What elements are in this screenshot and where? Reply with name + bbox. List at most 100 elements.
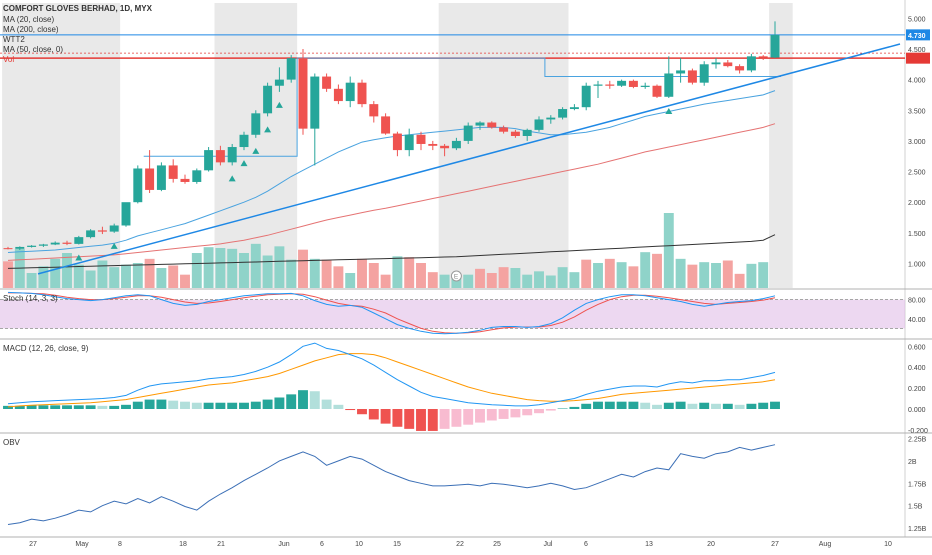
macd-histogram-bar xyxy=(498,409,509,419)
volume-bar xyxy=(463,274,474,288)
volume-bar xyxy=(616,262,627,288)
macd-histogram-bar xyxy=(569,406,580,409)
volume-bar xyxy=(215,248,226,288)
price-tick-label: 4.500 xyxy=(908,47,926,54)
macd-histogram-bar xyxy=(593,401,603,409)
volume-bar xyxy=(345,273,356,288)
candle-body xyxy=(298,58,308,129)
price-tick-label: 5.000 xyxy=(908,16,926,23)
candle-body xyxy=(204,150,214,171)
support-price-box xyxy=(906,52,930,64)
time-axis-label: 18 xyxy=(179,541,187,548)
volume-bar xyxy=(427,272,438,288)
volume-bar xyxy=(156,268,167,288)
stoch-k-line xyxy=(7,291,776,335)
volume-bar xyxy=(73,264,84,288)
volume-bar xyxy=(357,258,367,288)
candle-body xyxy=(97,230,107,232)
legend-ma200[interactable]: MA (200, close) xyxy=(3,25,59,34)
volume-bar xyxy=(191,253,202,288)
macd-histogram-bar xyxy=(168,400,179,409)
price-tick-label: 2.500 xyxy=(908,170,926,177)
macd-histogram-bar xyxy=(321,399,332,409)
candle-body xyxy=(546,117,556,120)
macd-histogram-bar xyxy=(121,404,131,409)
earnings-marker: E xyxy=(454,274,459,281)
macd-histogram-bar xyxy=(62,405,72,409)
macd-histogram-bar xyxy=(309,391,320,409)
volume-bar xyxy=(699,262,710,288)
candle-body xyxy=(440,145,450,149)
candle-body xyxy=(723,62,733,67)
candle-body xyxy=(569,107,579,110)
macd-histogram-bar xyxy=(333,404,344,409)
legend-ma20[interactable]: MA (20, close) xyxy=(3,15,55,24)
volume-bar xyxy=(26,273,37,288)
legend-wtt2[interactable]: WTT2 xyxy=(3,35,25,44)
volume-bar xyxy=(581,259,592,288)
price-tick-label: 3.500 xyxy=(908,108,926,115)
candle-body xyxy=(168,165,178,179)
candle-body xyxy=(322,76,332,89)
candle-body xyxy=(475,122,485,126)
volume-bar xyxy=(758,262,769,288)
ma50-line xyxy=(7,123,776,261)
macd-histogram-bar xyxy=(3,405,13,409)
volume-bar xyxy=(309,258,320,288)
legend-volume[interactable]: Vol xyxy=(3,55,15,64)
candle-body xyxy=(86,230,96,238)
candle-body xyxy=(345,82,355,102)
macd-histogram-bar xyxy=(663,402,674,409)
chart-title: COMFORT GLOVES BERHAD, 1D, MYX xyxy=(3,4,152,13)
macd-histogram-bar xyxy=(534,409,544,414)
volume-bar xyxy=(486,273,497,288)
stoch-pane-title[interactable]: Stoch (14, 3, 3) xyxy=(3,294,58,303)
macd-histogram-bar xyxy=(404,409,415,429)
volume-bar xyxy=(298,249,308,288)
price-tick-label: 1.000 xyxy=(908,261,926,268)
candle-body xyxy=(687,70,697,83)
signal-triangle xyxy=(665,108,673,114)
time-axis-label: 10 xyxy=(884,541,892,548)
macd-pane-title[interactable]: MACD (12, 26, close, 9) xyxy=(3,344,89,353)
macd-histogram-bar xyxy=(475,409,485,423)
candle-body xyxy=(652,85,662,97)
candle-body xyxy=(758,56,768,58)
macd-tick-label: 0.400 xyxy=(908,365,926,372)
time-axis-label: 6 xyxy=(584,541,588,548)
macd-histogram-bar xyxy=(416,409,426,431)
volume-bar xyxy=(227,248,238,288)
obv-pane-title[interactable]: OBV xyxy=(3,438,20,447)
volume-bar xyxy=(50,258,61,288)
ma200-line xyxy=(7,234,776,269)
volume-bar xyxy=(368,263,379,288)
signal-triangle xyxy=(228,175,236,182)
obv-tick-label: 2B xyxy=(908,459,917,466)
candle-body xyxy=(664,73,674,97)
macd-histogram-bar xyxy=(286,394,297,409)
macd-histogram-bar xyxy=(581,403,592,409)
legend-ma50[interactable]: MA (50, close, 0) xyxy=(3,45,64,54)
candle-body xyxy=(121,202,131,226)
time-axis-label: 15 xyxy=(393,541,401,548)
macd-histogram-bar xyxy=(262,399,273,409)
time-axis-label: 21 xyxy=(217,541,225,548)
volume-bar xyxy=(333,266,344,288)
volume-bar xyxy=(286,259,297,288)
time-axis-label: Jul xyxy=(544,541,553,548)
volume-bar xyxy=(404,257,415,288)
volume-bar xyxy=(593,263,603,288)
volume-bar xyxy=(3,261,13,288)
macd-histogram-bar xyxy=(628,401,639,409)
candle-body xyxy=(746,56,756,71)
candle-body xyxy=(558,109,568,118)
macd-signal-line xyxy=(7,353,776,408)
macd-histogram-bar xyxy=(652,404,662,409)
time-axis-label: 20 xyxy=(707,541,715,548)
candle-body xyxy=(676,70,686,74)
candle-body xyxy=(522,129,532,136)
macd-histogram-bar xyxy=(616,401,627,409)
volume-bar xyxy=(62,253,72,288)
